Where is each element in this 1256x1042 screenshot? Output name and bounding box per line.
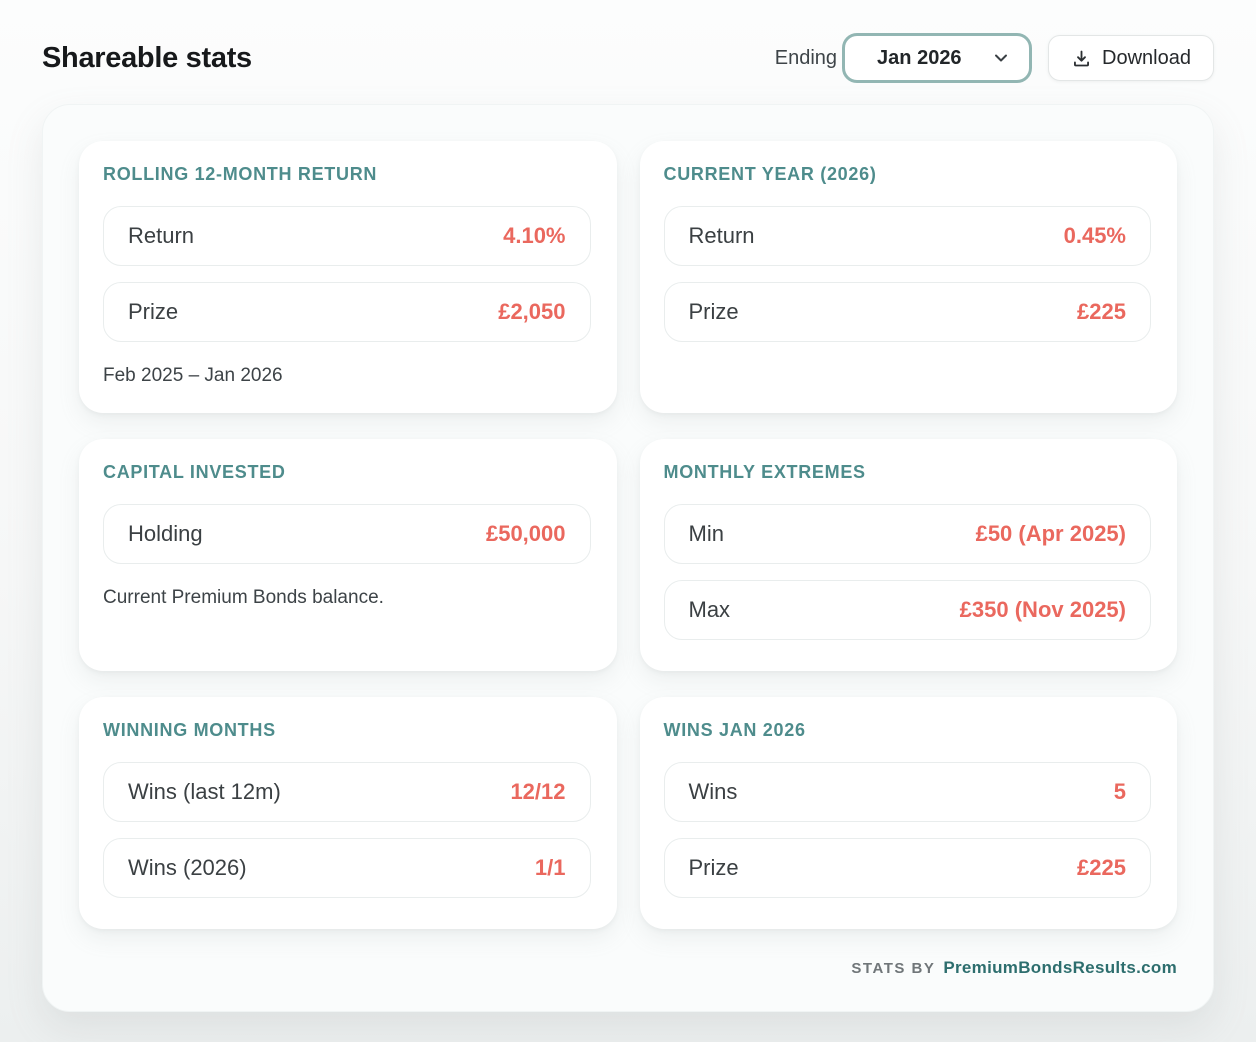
- stat-value: 5: [1113, 779, 1126, 804]
- stat-row: Max £350 (Nov 2025): [663, 580, 1151, 640]
- card-heading: ROLLING 12-MONTH RETURN: [103, 164, 378, 184]
- download-button-label: Download: [1102, 46, 1191, 69]
- stat-label: Max: [688, 597, 731, 622]
- card-capital-invested: CAPITAL INVESTED Holding £50,000 Current…: [79, 439, 617, 671]
- chevron-down-icon: [995, 54, 1008, 62]
- stat-row: Prize £225: [663, 282, 1151, 342]
- card-caption: Feb 2025 – Jan 2026: [103, 365, 283, 386]
- stat-label: Prize: [688, 855, 739, 880]
- stat-label: Prize: [688, 299, 739, 324]
- page-header: Shareable stats Ending Jan 2026 Download: [0, 0, 1256, 83]
- stat-row: Wins (2026) 1/1: [103, 838, 591, 898]
- stat-value: £50,000: [485, 521, 566, 546]
- stat-label: Prize: [128, 299, 179, 324]
- period-select-value: Jan 2026: [877, 46, 962, 69]
- card-heading: WINS JAN 2026: [663, 720, 806, 740]
- stat-row: Holding £50,000: [103, 504, 591, 564]
- stat-label: Min: [688, 521, 724, 546]
- brand-link[interactable]: PremiumBondsResults.com: [943, 958, 1177, 977]
- card-caption: Current Premium Bonds balance.: [103, 587, 384, 608]
- period-select[interactable]: Jan 2026: [842, 33, 1033, 83]
- stat-row: Prize £225: [663, 838, 1151, 898]
- stat-label: Wins: [688, 779, 738, 804]
- card-heading: WINNING MONTHS: [103, 720, 276, 740]
- download-button[interactable]: Download: [1048, 35, 1214, 81]
- download-icon: [1074, 50, 1090, 66]
- stat-label: Return: [688, 223, 755, 248]
- stat-row: Return 4.10%: [103, 206, 591, 266]
- card-winning-months: WINNING MONTHS Wins (last 12m) 12/12 Win…: [79, 697, 617, 929]
- stat-value: £350 (Nov 2025): [959, 597, 1126, 622]
- card-wins-current-month: WINS JAN 2026 Wins 5 Prize £225: [639, 697, 1177, 929]
- stats-panel: ROLLING 12-MONTH RETURN Return 4.10% Pri…: [42, 104, 1214, 1012]
- card-current-year: CURRENT YEAR (2026) Return 0.45% Prize £…: [639, 141, 1177, 413]
- stat-label: Return: [128, 223, 195, 248]
- page-title: Shareable stats: [42, 41, 252, 74]
- stat-value: 1/1: [534, 855, 566, 880]
- stat-row: Prize £2,050: [103, 282, 591, 342]
- stat-value: 0.45%: [1063, 223, 1126, 248]
- stats-by-label: STATS BY: [851, 960, 936, 977]
- stat-row: Min £50 (Apr 2025): [663, 504, 1151, 564]
- stat-value: £225: [1077, 299, 1126, 324]
- card-monthly-extremes: MONTHLY EXTREMES Min £50 (Apr 2025) Max …: [639, 439, 1177, 671]
- stat-value: 12/12: [510, 779, 566, 804]
- stat-value: 4.10%: [503, 223, 566, 248]
- card-heading: CURRENT YEAR (2026): [663, 164, 877, 184]
- stat-label: Holding: [128, 521, 203, 546]
- stat-value: £225: [1077, 855, 1126, 880]
- stat-value: £2,050: [498, 299, 566, 324]
- card-rolling-12-month-return: ROLLING 12-MONTH RETURN Return 4.10% Pri…: [79, 141, 617, 413]
- stat-value: £50 (Apr 2025): [975, 521, 1126, 546]
- card-heading: MONTHLY EXTREMES: [663, 462, 866, 482]
- stat-row: Return 0.45%: [663, 206, 1151, 266]
- stat-row: Wins (last 12m) 12/12: [103, 762, 591, 822]
- card-heading: CAPITAL INVESTED: [103, 462, 286, 482]
- panel-footer: STATS BY PremiumBondsResults.com: [79, 958, 1177, 978]
- stat-label: Wins (last 12m): [128, 779, 281, 804]
- stat-label: Wins (2026): [128, 855, 247, 880]
- header-controls: Ending Jan 2026 Download: [775, 33, 1214, 83]
- ending-label: Ending: [774, 46, 838, 69]
- stats-grid: ROLLING 12-MONTH RETURN Return 4.10% Pri…: [79, 141, 1177, 929]
- stat-row: Wins 5: [663, 762, 1151, 822]
